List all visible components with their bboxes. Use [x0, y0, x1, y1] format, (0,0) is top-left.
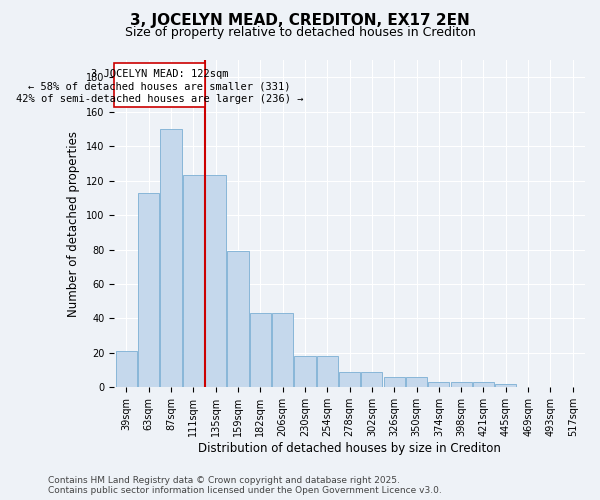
X-axis label: Distribution of detached houses by size in Crediton: Distribution of detached houses by size …: [198, 442, 501, 455]
Bar: [495, 384, 517, 388]
FancyBboxPatch shape: [114, 64, 205, 106]
Bar: [160, 129, 182, 388]
Text: 42% of semi-detached houses are larger (236) →: 42% of semi-detached houses are larger (…: [16, 94, 303, 104]
Bar: [428, 382, 449, 388]
Bar: [406, 377, 427, 388]
Text: Contains HM Land Registry data © Crown copyright and database right 2025.
Contai: Contains HM Land Registry data © Crown c…: [48, 476, 442, 495]
Bar: [250, 314, 271, 388]
Bar: [383, 377, 405, 388]
Bar: [205, 176, 226, 388]
Bar: [183, 176, 204, 388]
Y-axis label: Number of detached properties: Number of detached properties: [67, 130, 80, 316]
Text: 3 JOCELYN MEAD: 122sqm: 3 JOCELYN MEAD: 122sqm: [91, 68, 228, 78]
Bar: [116, 351, 137, 388]
Bar: [473, 382, 494, 388]
Bar: [272, 314, 293, 388]
Bar: [451, 382, 472, 388]
Bar: [317, 356, 338, 388]
Text: Size of property relative to detached houses in Crediton: Size of property relative to detached ho…: [125, 26, 475, 39]
Bar: [295, 356, 316, 388]
Bar: [227, 251, 248, 388]
Bar: [361, 372, 382, 388]
Text: ← 58% of detached houses are smaller (331): ← 58% of detached houses are smaller (33…: [28, 82, 290, 92]
Bar: [138, 192, 160, 388]
Text: 3, JOCELYN MEAD, CREDITON, EX17 2EN: 3, JOCELYN MEAD, CREDITON, EX17 2EN: [130, 12, 470, 28]
Bar: [339, 372, 360, 388]
